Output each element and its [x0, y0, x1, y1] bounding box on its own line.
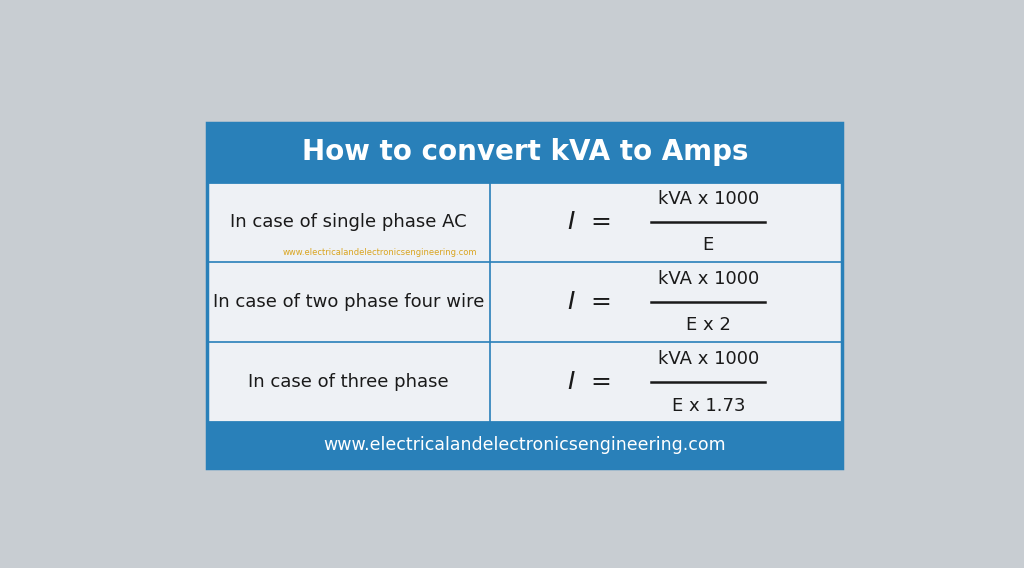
Text: In case of three phase: In case of three phase	[248, 373, 449, 391]
Text: E x 2: E x 2	[686, 316, 731, 335]
Text: $\mathit{I}$  =: $\mathit{I}$ =	[566, 290, 610, 314]
Text: In case of two phase four wire: In case of two phase four wire	[213, 293, 484, 311]
Text: kVA x 1000: kVA x 1000	[657, 190, 759, 208]
Bar	[207, 123, 843, 469]
Text: E: E	[702, 236, 714, 254]
Text: $\mathit{I}$  =: $\mathit{I}$ =	[566, 370, 610, 394]
Bar	[207, 182, 843, 423]
Bar	[207, 423, 843, 469]
Text: E x 1.73: E x 1.73	[672, 396, 745, 415]
Text: kVA x 1000: kVA x 1000	[657, 270, 759, 288]
Text: www.electricalandelectronicsengineering.com: www.electricalandelectronicsengineering.…	[283, 248, 477, 257]
Text: How to convert kVA to Amps: How to convert kVA to Amps	[301, 139, 749, 166]
Text: www.electricalandelectronicsengineering.com: www.electricalandelectronicsengineering.…	[324, 436, 726, 454]
Text: In case of single phase AC: In case of single phase AC	[230, 213, 467, 231]
Bar	[207, 123, 843, 182]
Text: $\mathit{I}$  =: $\mathit{I}$ =	[566, 210, 610, 234]
Text: kVA x 1000: kVA x 1000	[657, 350, 759, 368]
